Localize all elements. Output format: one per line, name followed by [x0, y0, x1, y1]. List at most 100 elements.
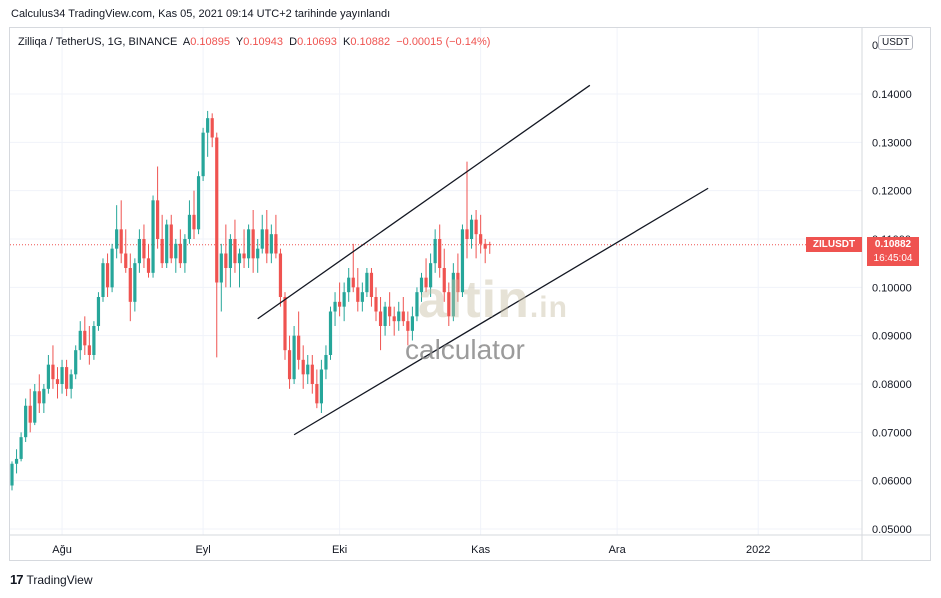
candle-body	[215, 137, 219, 283]
candle-body	[192, 214, 196, 230]
candle-body	[46, 364, 50, 389]
symbol-title[interactable]: Zilliqa / TetherUS, 1G, BINANCE	[18, 36, 178, 48]
time-axis: Ağu Eyl Eki Kas Ara 2022	[10, 534, 930, 556]
price-tick-label: 0.09000	[872, 331, 912, 343]
candle-body	[137, 239, 141, 264]
candle-body	[365, 272, 369, 293]
time-tick-label: Eyl	[195, 544, 210, 556]
change-value: −0.00015 (−0.14%)	[396, 36, 491, 48]
candle-body	[174, 243, 178, 259]
candle-body	[319, 369, 323, 404]
candle-body	[14, 458, 19, 464]
candle-body	[115, 229, 119, 249]
candle-body	[397, 311, 401, 322]
candle-body	[429, 263, 433, 288]
watermark-text: calculator	[405, 334, 525, 365]
chart-grid	[10, 28, 862, 535]
price-tick-label: 0.12000	[872, 186, 912, 198]
trendlines-group	[257, 84, 709, 436]
candle-body	[474, 219, 478, 235]
footer-branding[interactable]: 17 TradingView	[10, 572, 93, 587]
candle-body	[55, 379, 60, 384]
candle-body	[433, 239, 437, 264]
candle-body	[265, 229, 269, 254]
candle-body	[374, 297, 378, 312]
candle-body	[338, 301, 342, 307]
candle-body	[378, 311, 383, 326]
candle-body	[156, 200, 160, 239]
trendline-upper-channel	[257, 84, 591, 320]
price-tick-label: 0.13000	[872, 137, 912, 149]
price-tick-label: 0.05000	[872, 524, 912, 536]
candle-body	[383, 306, 387, 326]
candle-body	[101, 263, 105, 297]
candle-body	[356, 287, 360, 302]
time-tick-label: Ara	[609, 544, 627, 556]
time-tick-label: 2022	[746, 544, 770, 556]
chart-frame	[9, 27, 931, 561]
candle-body	[479, 234, 483, 244]
candle-body	[419, 277, 424, 293]
candle-body	[442, 268, 446, 293]
candle-body	[110, 248, 114, 288]
candle-body	[260, 229, 264, 249]
tradingview-logo-icon: 17	[10, 572, 24, 587]
candle-body	[465, 229, 469, 239]
candle-body	[401, 311, 405, 322]
candle-body	[42, 388, 46, 404]
open-label: A	[182, 36, 191, 48]
footer-brand-name: TradingView	[26, 572, 93, 587]
candle-body	[206, 118, 210, 133]
candle-body	[74, 350, 78, 375]
price-tick-label: 0.06000	[872, 476, 912, 488]
low-value: 0.10693	[297, 36, 337, 48]
candle-body	[347, 277, 351, 293]
candle-body	[165, 224, 169, 264]
last-price-value: 0.10882	[867, 237, 919, 252]
candle-body	[183, 239, 187, 264]
candle-body	[310, 364, 314, 384]
bar-countdown: 16:45:04	[867, 252, 919, 266]
candle-body	[306, 364, 310, 375]
candle-body	[469, 219, 474, 239]
candle-body	[142, 239, 146, 259]
watermark-logo: altin.in	[418, 271, 568, 329]
price-tick-label: 0.14000	[872, 89, 912, 101]
candle-body	[415, 292, 419, 317]
candle-body	[10, 463, 14, 486]
candle-body	[283, 297, 287, 351]
candle-body	[92, 326, 96, 355]
candles-group	[10, 110, 492, 491]
candle-body	[224, 253, 228, 268]
candle-body	[60, 367, 64, 384]
candle-body	[456, 272, 460, 293]
candle-body	[392, 316, 396, 322]
candle-body	[328, 311, 333, 355]
open-value: 0.10895	[190, 36, 230, 48]
candle-body	[105, 263, 110, 288]
high-value: 0.10943	[243, 36, 284, 48]
candle-body	[301, 359, 305, 375]
candle-body	[388, 306, 392, 317]
candle-body	[324, 355, 328, 370]
candle-body	[87, 345, 91, 355]
candle-body	[269, 234, 273, 254]
candle-body	[69, 374, 73, 389]
currency-unit-button[interactable]: USDT	[878, 35, 914, 50]
candle-body	[28, 405, 32, 423]
candle-body	[251, 229, 255, 259]
candle-body	[219, 253, 223, 283]
candle-body	[160, 239, 164, 264]
trendline-lower-channel	[293, 187, 709, 436]
price-axis: 0.140000.130000.120000.110000.100000.090…	[861, 28, 912, 561]
candle-body	[287, 350, 292, 380]
candle-body	[133, 263, 137, 302]
close-value: 0.10882	[350, 36, 391, 48]
candle-body	[201, 132, 205, 177]
candle-body	[451, 272, 455, 317]
ohlc-legend: Zilliqa / TetherUS, 1G, BINANCE A0.10895…	[18, 36, 490, 48]
candle-body	[460, 229, 465, 293]
candle-body	[369, 272, 374, 297]
candle-body	[146, 258, 151, 273]
